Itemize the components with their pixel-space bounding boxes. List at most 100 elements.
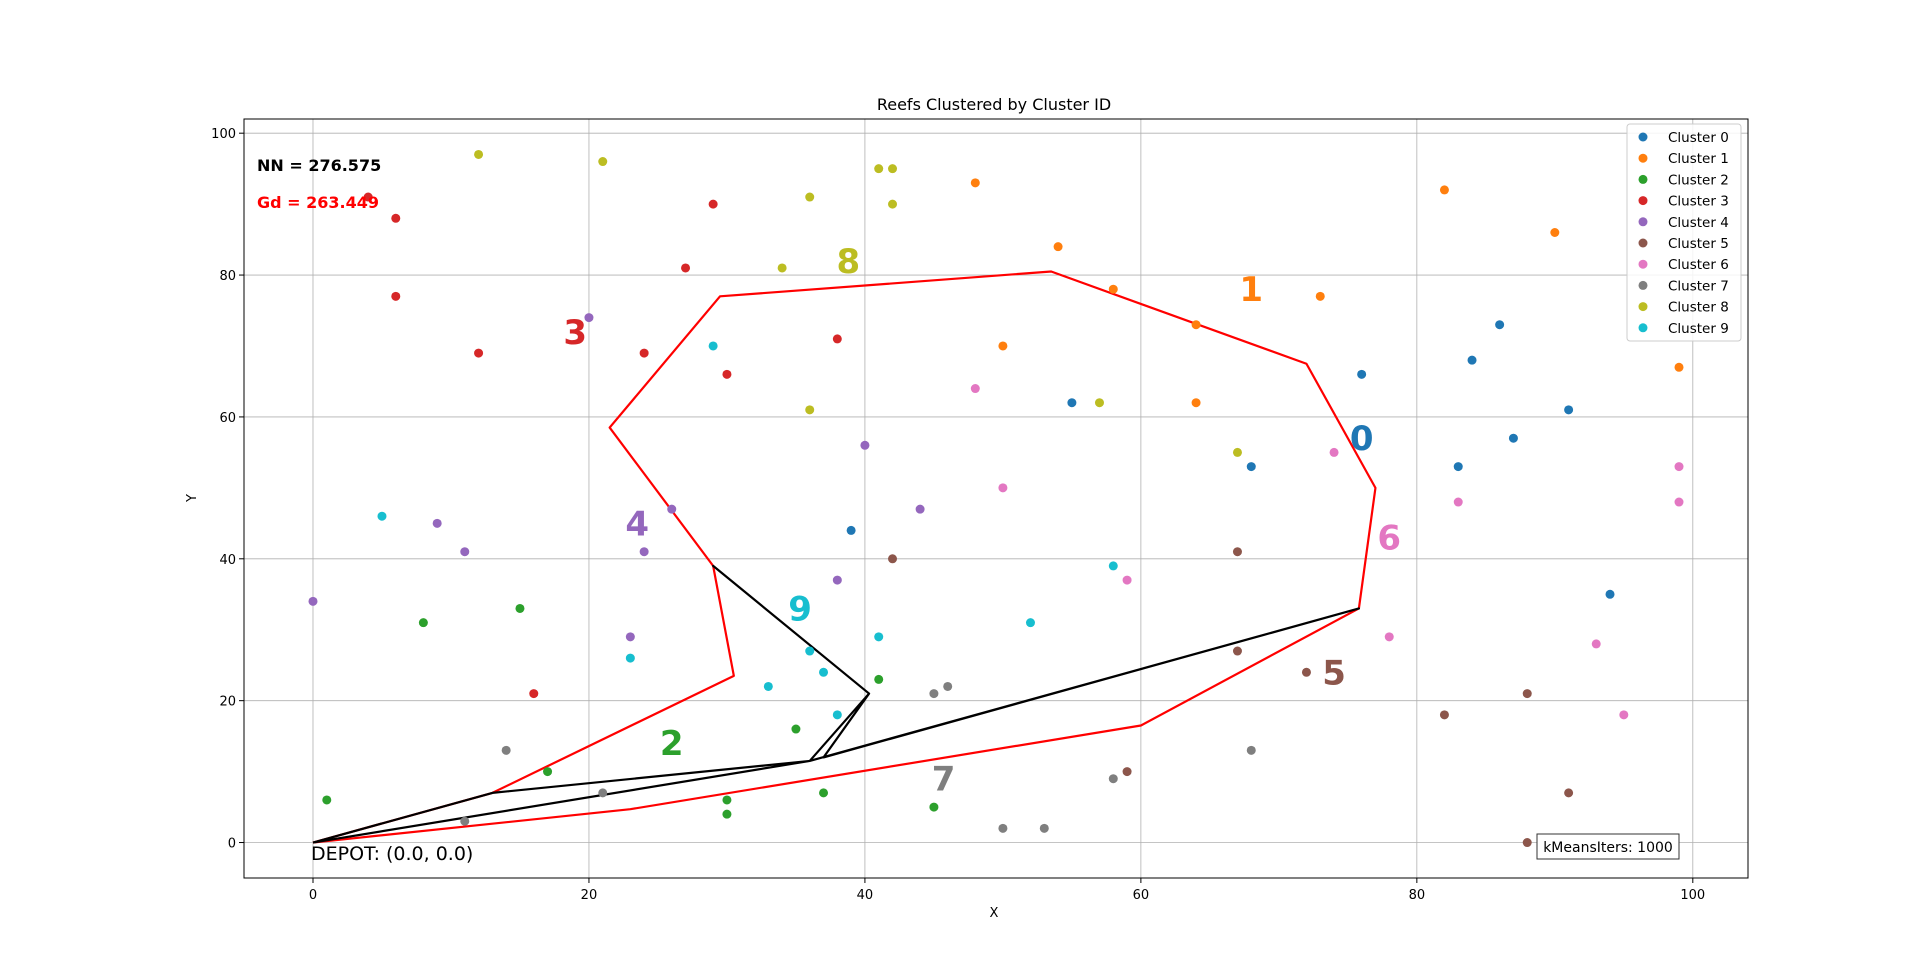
cluster-id-label: 7: [932, 760, 956, 800]
data-point: [460, 816, 470, 826]
data-point: [805, 192, 815, 202]
data-point: [943, 681, 953, 691]
data-point: [763, 681, 773, 691]
data-point: [1674, 362, 1684, 372]
cluster-id-label: 1: [1239, 270, 1263, 310]
data-point: [888, 164, 898, 174]
data-point: [1329, 447, 1339, 457]
y-tick-label: 80: [219, 269, 236, 284]
data-point: [543, 767, 553, 777]
data-point: [501, 745, 511, 755]
legend-marker: [1638, 132, 1648, 142]
data-point: [1564, 788, 1574, 798]
data-point: [322, 795, 332, 805]
kmeans-box: [1536, 833, 1680, 860]
data-point: [418, 618, 428, 628]
y-tick-label: 60: [219, 411, 236, 426]
data-point: [888, 554, 898, 564]
data-point: [1191, 398, 1201, 408]
data-point: [1108, 284, 1118, 294]
legend-marker: [1638, 196, 1648, 206]
data-point: [1067, 398, 1077, 408]
data-point: [819, 667, 829, 677]
data-point: [998, 483, 1008, 493]
data-point: [1495, 320, 1505, 330]
data-point: [1108, 561, 1118, 571]
data-point: [460, 547, 470, 557]
data-point: [1439, 710, 1449, 720]
cluster-id-label: 9: [788, 589, 812, 629]
depot-annotation: DEPOT: (0.0, 0.0): [311, 843, 473, 865]
data-point: [832, 710, 842, 720]
data-point: [970, 178, 980, 188]
data-point: [888, 199, 898, 209]
legend-label: Cluster 3: [1668, 194, 1729, 210]
data-point: [1564, 405, 1574, 415]
data-point: [432, 518, 442, 528]
data-point: [1357, 369, 1367, 379]
data-point: [1591, 639, 1601, 649]
data-point: [1122, 767, 1132, 777]
y-tick-label: 100: [211, 127, 236, 142]
data-point: [1122, 575, 1132, 585]
data-point: [515, 603, 525, 613]
legend-marker: [1638, 174, 1648, 184]
data-point: [722, 369, 732, 379]
data-point: [1550, 227, 1560, 237]
data-point: [846, 525, 856, 535]
data-point: [1039, 823, 1049, 833]
data-point: [819, 788, 829, 798]
cluster-id-label: 6: [1377, 519, 1401, 559]
x-axis-label: X: [990, 906, 999, 921]
data-point: [929, 689, 939, 699]
legend-label: Cluster 7: [1668, 278, 1729, 294]
y-tick-label: 40: [219, 553, 236, 568]
data-point: [1674, 462, 1684, 472]
data-point: [722, 795, 732, 805]
data-point: [391, 213, 401, 223]
legend-marker: [1638, 238, 1648, 248]
kmeans-annotation: kMeansIters: 1000: [1543, 840, 1673, 856]
cluster-id-label: 0: [1350, 419, 1374, 459]
legend-label: Cluster 6: [1668, 257, 1729, 273]
x-tick-label: 0: [309, 888, 317, 903]
legend-box: [1626, 123, 1742, 342]
data-point: [1674, 497, 1684, 507]
x-tick-label: 60: [1133, 888, 1150, 903]
data-point: [915, 504, 925, 514]
data-point: [1301, 667, 1311, 677]
gd-annotation: Gd = 263.449: [257, 193, 379, 212]
data-point: [998, 823, 1008, 833]
plot-frame: [243, 118, 1749, 879]
data-point: [377, 511, 387, 521]
data-point: [874, 632, 884, 642]
data-point: [1094, 398, 1104, 408]
x-tick-label: 40: [857, 888, 874, 903]
data-point: [1232, 547, 1242, 557]
data-point: [667, 504, 677, 514]
data-point: [1467, 355, 1477, 365]
data-point: [832, 575, 842, 585]
legend-label: Cluster 2: [1668, 172, 1729, 188]
legend-label: Cluster 4: [1668, 215, 1729, 231]
data-point: [1522, 838, 1532, 848]
cluster-labels: 0 1 2 3 4 5 6 7 8 9: [563, 242, 1401, 800]
legend-label: Cluster 5: [1668, 236, 1729, 252]
chart-title: Reefs Clustered by Cluster ID: [877, 95, 1111, 114]
legend: Cluster 0 Cluster 1 Cluster 2 Cluster 3 Clus…: [1626, 123, 1742, 342]
data-point: [1246, 745, 1256, 755]
data-point: [708, 199, 718, 209]
x-tick-label: 100: [1680, 888, 1705, 903]
cluster-id-label: 2: [660, 724, 684, 764]
data-point: [529, 689, 539, 699]
legend-items: Cluster 0 Cluster 1 Cluster 2 Cluster 3 Clus…: [1638, 130, 1729, 337]
legend-marker: [1638, 259, 1648, 269]
data-point: [1232, 646, 1242, 656]
data-point: [929, 802, 939, 812]
data-point: [391, 291, 401, 301]
data-point: [474, 348, 484, 358]
y-axis-label: Y: [185, 494, 200, 503]
